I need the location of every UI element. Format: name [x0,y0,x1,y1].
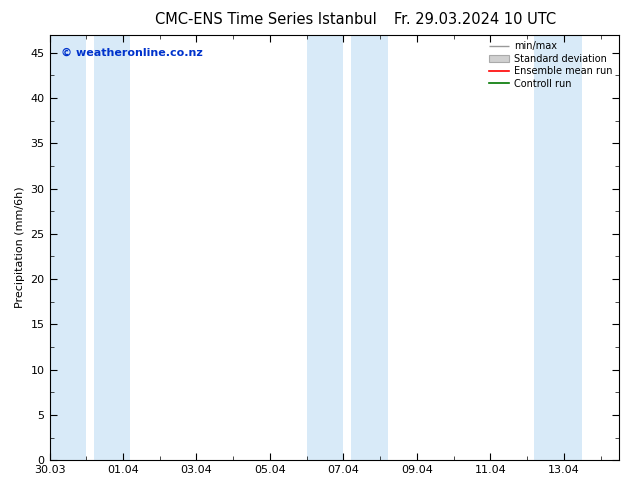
Bar [351,35,387,460]
Bar [94,35,131,460]
Text: © weatheronline.co.nz: © weatheronline.co.nz [61,48,203,57]
Bar [307,35,344,460]
Y-axis label: Precipitation (mm/6h): Precipitation (mm/6h) [15,187,25,308]
Bar [49,35,86,460]
Bar [534,35,582,460]
Text: Fr. 29.03.2024 10 UTC: Fr. 29.03.2024 10 UTC [394,12,557,27]
Legend: min/max, Standard deviation, Ensemble mean run, Controll run: min/max, Standard deviation, Ensemble me… [488,40,614,91]
Text: CMC-ENS Time Series Istanbul: CMC-ENS Time Series Istanbul [155,12,377,27]
